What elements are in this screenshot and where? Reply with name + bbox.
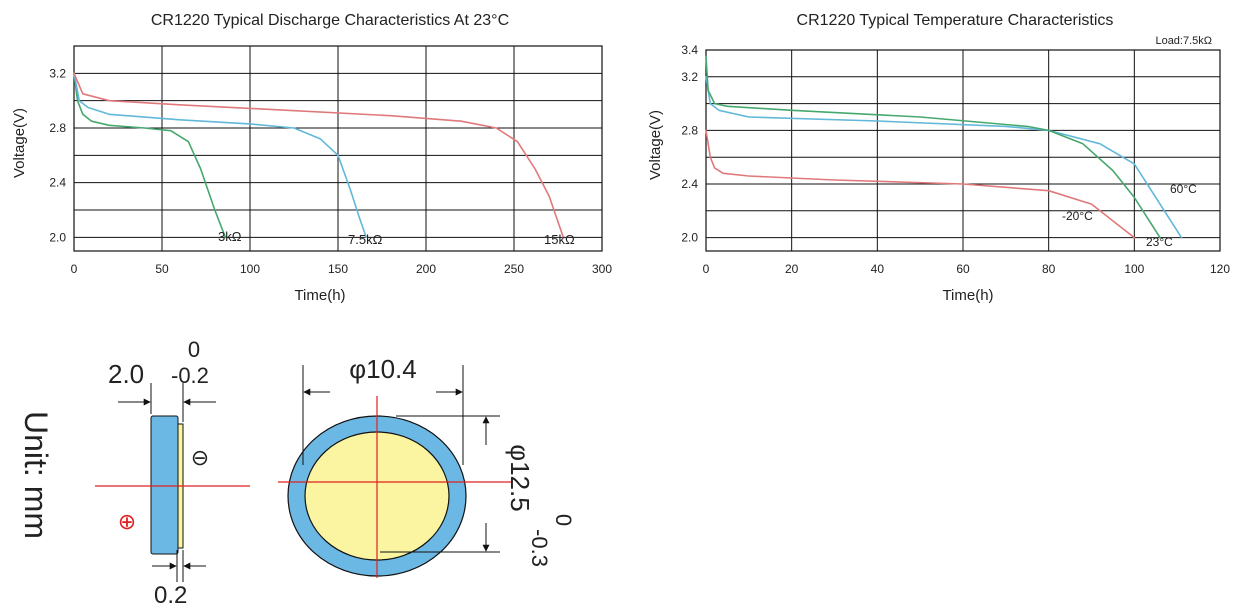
chart2-ytick-label: 3.2 — [681, 70, 698, 84]
chart1-ylabel: Voltage(V) — [11, 108, 28, 178]
chart2-ytick-label: 3.4 — [681, 43, 698, 57]
outer-diameter: φ12.5 — [505, 444, 535, 511]
chart2-ylabel: Voltage(V) — [647, 110, 664, 180]
chart1-xtick-label: 0 — [71, 262, 78, 276]
chart2-series-line-1 — [705, 76, 1183, 239]
side-view: 2.0 0 -0.2 0.2 ⊖ ⊕ — [95, 337, 250, 607]
chart1-series-label-15k: 15kΩ — [544, 232, 575, 247]
chart2-series-label-60c: 60°C — [1170, 182, 1197, 196]
chart2-xtick-label: 60 — [956, 262, 970, 276]
discharge-chart: CR1220 Typical Discharge Characteristics… — [11, 12, 612, 304]
chart2-series-line-2 — [705, 55, 1161, 239]
chart2-tick-labels: 0 20 40 60 80 100 120 2.0 2.4 2.8 3.2 3.4 — [681, 43, 1230, 276]
chart2-series-label-minus20c: -20°C — [1062, 209, 1093, 223]
battery-dimension-drawing: Unit: mm 2.0 0 -0.2 0.2 ⊖ ⊕ — [18, 337, 576, 607]
chart1-series-line-1 — [73, 72, 367, 239]
chart1-title: CR1220 Typical Discharge Characteristics… — [151, 12, 509, 29]
chart1-xtick-label: 250 — [504, 262, 524, 276]
chart2-xtick-label: 40 — [871, 262, 885, 276]
chart2-xtick-label: 20 — [785, 262, 799, 276]
chart2-xtick-label: 0 — [703, 262, 710, 276]
chart1-xtick-label: 100 — [240, 262, 260, 276]
chart2-series-label-23c: 23°C — [1146, 235, 1173, 249]
inner-diameter: φ10.4 — [349, 354, 416, 384]
chart2-xlabel: Time(h) — [942, 287, 993, 304]
chart2-ytick-label: 2.0 — [681, 231, 698, 245]
front-view: φ10.4 φ12.5 0 -0.3 — [278, 354, 576, 578]
terminal-thickness: 0.2 — [154, 582, 187, 607]
chart1-series-label-3k: 3kΩ — [218, 229, 242, 244]
outer-lower-tol: -0.3 — [527, 529, 552, 567]
minus-symbol: ⊖ — [191, 445, 209, 470]
chart1-series — [73, 72, 565, 239]
chart1-xtick-label: 200 — [416, 262, 436, 276]
chart1-ytick-label: 2.4 — [49, 176, 66, 190]
chart1-ytick-label: 2.8 — [49, 121, 66, 135]
chart1-xlabel: Time(h) — [294, 287, 345, 304]
chart2-series — [705, 55, 1183, 239]
thickness-nominal: 2.0 — [108, 359, 144, 389]
chart2-series-line-0 — [705, 129, 1136, 239]
chart1-tick-labels: 0 50 100 150 200 250 300 2.0 2.4 2.8 3.2 — [49, 66, 612, 276]
chart1-series-label-7-5k: 7.5kΩ — [348, 232, 383, 247]
chart2-xtick-label: 120 — [1210, 262, 1230, 276]
chart2-load-annotation: Load:7.5kΩ — [1155, 35, 1212, 47]
chart1-series-line-2 — [73, 72, 565, 239]
chart1-xtick-label: 50 — [155, 262, 169, 276]
thickness-lower-tol: -0.2 — [171, 363, 209, 388]
outer-upper-tol: 0 — [551, 514, 576, 526]
chart1-ytick-label: 3.2 — [49, 66, 66, 80]
chart1-series-line-0 — [73, 72, 227, 239]
plus-symbol: ⊕ — [118, 509, 136, 534]
chart1-xtick-label: 300 — [592, 262, 612, 276]
chart1-xtick-label: 150 — [328, 262, 348, 276]
chart1-ytick-label: 2.0 — [49, 230, 66, 244]
chart2-xtick-label: 100 — [1124, 262, 1144, 276]
cell-side-body — [150, 415, 179, 555]
unit-label: Unit: mm — [18, 411, 54, 539]
chart2-ytick-label: 2.4 — [681, 177, 698, 191]
thickness-upper-tol: 0 — [188, 337, 200, 362]
chart2-xtick-label: 80 — [1042, 262, 1056, 276]
chart2-ytick-label: 2.8 — [681, 123, 698, 137]
temperature-chart: CR1220 Typical Temperature Characteristi… — [647, 12, 1230, 304]
chart2-grid — [705, 49, 1221, 252]
chart2-title: CR1220 Typical Temperature Characteristi… — [797, 12, 1114, 29]
